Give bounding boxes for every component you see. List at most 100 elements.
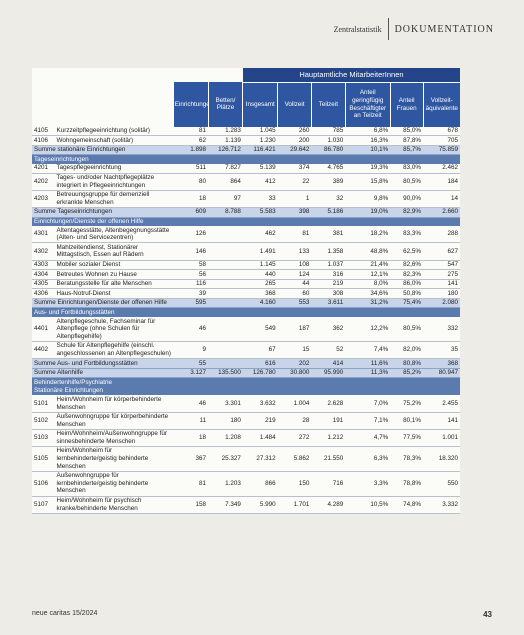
cell-value: 18 xyxy=(173,190,209,208)
data-row: 4402 Schule für Altenpflegehilfe (einschl… xyxy=(32,341,460,360)
cell-value: 4.160 xyxy=(242,298,278,309)
cell-value: 34,6% xyxy=(345,288,391,299)
cell-value: 80,5% xyxy=(390,173,424,191)
total-row: Summe Aus- und Fortbildungsstätten 55 616 2… xyxy=(32,358,460,369)
cell-value: 15 xyxy=(277,341,312,360)
cell-value: 5.186 xyxy=(311,207,346,218)
cell-value: 62,5% xyxy=(390,242,424,261)
cell-value: 609 xyxy=(173,207,209,218)
column-header: Betten/ Plätze xyxy=(207,82,243,127)
data-row: 5105 Heim/Wohnheim für lernbehinderte/gei… xyxy=(32,446,460,472)
cell-value: 1.030 xyxy=(311,135,346,146)
cell-value: 44 xyxy=(277,279,312,290)
data-row: 4304 Betreutes Wohnen zu Hause 56 440 124 316… xyxy=(32,269,460,280)
cell-value: 219 xyxy=(311,279,346,290)
cell-value: 627 xyxy=(423,242,460,261)
cell-value: 7,1% xyxy=(345,412,391,430)
cell-value: 85,7% xyxy=(390,145,424,156)
row-code: 4402 xyxy=(32,341,55,360)
cell-value: 80 xyxy=(173,173,209,191)
row-code: 5106 xyxy=(32,471,55,497)
cell-value: 2.660 xyxy=(423,207,460,218)
cell-value: 3.301 xyxy=(208,395,243,413)
cell-value: 124 xyxy=(277,269,312,280)
cell-value: 80,5% xyxy=(390,317,424,342)
cell-value: 86.780 xyxy=(311,145,346,156)
row-label: Heim/Wohnheim/Außenwohngruppe für sinnes… xyxy=(54,429,174,447)
cell-value: 1.898 xyxy=(173,145,209,156)
cell-value: 1.484 xyxy=(242,429,278,447)
row-code: 4301 xyxy=(32,226,55,244)
cell-value: 21.550 xyxy=(311,446,346,472)
cell-value: 19,3% xyxy=(345,163,391,174)
cell-value xyxy=(208,269,243,280)
cell-value: 48,8% xyxy=(345,242,391,261)
cell-value: 80,1% xyxy=(390,412,424,430)
row-label: Betreutes Wohnen zu Hause xyxy=(54,269,174,280)
cell-value: 81 xyxy=(173,471,209,497)
cell-value: 678 xyxy=(423,126,460,137)
cell-value: 97 xyxy=(208,190,243,208)
cell-value: 67 xyxy=(242,341,278,360)
cell-value: 126.712 xyxy=(208,145,243,156)
cell-value: 146 xyxy=(173,242,209,261)
data-row: 5102 Außenwohngruppe für körperbehinderte… xyxy=(32,412,460,430)
row-code: 4305 xyxy=(32,279,55,290)
cell-value: 12,2% xyxy=(345,317,391,342)
cell-value: 616 xyxy=(242,358,278,369)
data-row: 4106 Wohngemeinschaft (solitär) 62 1.139 1.2… xyxy=(32,135,460,146)
row-label: Tagespflegeeinrichtung xyxy=(54,163,174,174)
footer-source: neue caritas 15/2024 xyxy=(32,610,98,617)
row-label: Wohngemeinschaft (solitär) xyxy=(54,135,174,146)
data-row: 4301 Altentagesstätte, Altenbegegnungsstä… xyxy=(32,226,460,244)
column-header: Einrichtungen xyxy=(172,82,209,127)
cell-value: 74,8% xyxy=(390,496,424,514)
cell-value: 275 xyxy=(423,269,460,280)
section-label: Aus- und Fortbildungsstätten xyxy=(32,307,460,318)
cell-value xyxy=(208,226,243,244)
row-label: Summe Einrichtungen/Dienste der offenen … xyxy=(32,298,174,309)
cell-value: 8.788 xyxy=(208,207,243,218)
statistics-table: Hauptamtliche MitarbeiterInnen Einrichtu… xyxy=(32,68,460,514)
page-number: 43 xyxy=(483,610,492,619)
cell-value: 2.628 xyxy=(311,395,346,413)
cell-value: 5.990 xyxy=(242,496,278,514)
row-code: 5105 xyxy=(32,446,55,472)
data-row: 5107 Heim/Wohnheim für psychisch kranke/b… xyxy=(32,496,460,514)
data-row: 4105 Kurzzeitpflegeeinrichtung (solitär) 8… xyxy=(32,126,460,137)
cell-value: 150 xyxy=(277,471,312,497)
cell-value: 29.642 xyxy=(277,145,312,156)
section-row: Behindertenhilfe/Psychiatrie xyxy=(32,377,460,387)
cell-value: 4.765 xyxy=(311,163,346,174)
row-code: 5107 xyxy=(32,496,55,514)
cell-value: 200 xyxy=(277,135,312,146)
cell-value: 86,0% xyxy=(390,279,424,290)
cell-value: 202 xyxy=(277,358,312,369)
cell-value: 3,3% xyxy=(345,471,391,497)
cell-value xyxy=(208,298,243,309)
cell-value: 4,7% xyxy=(345,429,391,447)
cell-value: 389 xyxy=(311,173,346,191)
cell-value: 126.780 xyxy=(242,368,278,379)
cell-value: 19,0% xyxy=(345,207,391,218)
cell-value: 1.491 xyxy=(242,242,278,261)
cell-value: 547 xyxy=(423,260,460,271)
cell-value: 82,9% xyxy=(390,207,424,218)
cell-value: 14 xyxy=(423,190,460,208)
row-code: 4105 xyxy=(32,126,55,137)
cell-value: 866 xyxy=(242,471,278,497)
column-header: Anteil geringfügig Beschäftigter an Teil… xyxy=(344,82,391,127)
cell-value: 75,2% xyxy=(390,395,424,413)
cell-value: 116.421 xyxy=(242,145,278,156)
section-label: Behindertenhilfe/Psychiatrie xyxy=(32,377,460,387)
row-code: 5102 xyxy=(32,412,55,430)
cell-value: 82,0% xyxy=(390,341,424,360)
cell-value: 785 xyxy=(311,126,346,137)
cell-value: 126 xyxy=(173,226,209,244)
data-row: 4201 Tagespflegeeinrichtung 511 7.827 5.139 3… xyxy=(32,163,460,174)
cell-value: 85,2% xyxy=(390,368,424,379)
cell-value: 11,3% xyxy=(345,368,391,379)
cell-value: 95.990 xyxy=(311,368,346,379)
cell-value: 3.332 xyxy=(423,496,460,514)
